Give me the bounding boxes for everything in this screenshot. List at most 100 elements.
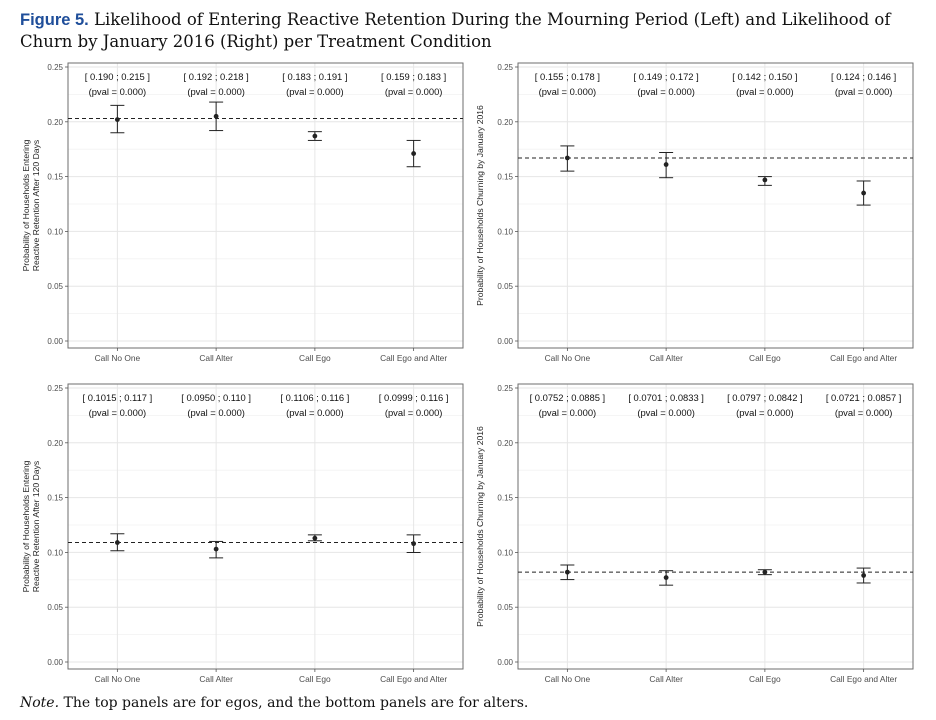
ci-annotation: [ 0.1106 ; 0.116 ]: [280, 392, 349, 403]
panel-border: [517, 62, 914, 349]
ci-annotation: [ 0.0797 ; 0.0842 ]: [727, 392, 803, 403]
data-point: [312, 535, 318, 541]
x-tick-label: Call No One: [95, 674, 141, 684]
pval-annotation: (pval = 0.000): [187, 407, 245, 418]
y-tick-label: 0.00: [47, 658, 63, 667]
pval-annotation: (pval = 0.000): [89, 86, 147, 97]
y-tick-label: 0.15: [497, 494, 513, 503]
pval-annotation: (pval = 0.000): [385, 86, 443, 97]
ci-annotation: [ 0.190 ; 0.215 ]: [85, 71, 150, 82]
y-axis-label: Probability of Households EnteringReacti…: [21, 460, 41, 592]
y-tick-label: 0.20: [497, 439, 513, 448]
plot-area: 0.00 0.05 0.10 0.15 0.20 0.25 Probability of H…: [475, 62, 914, 363]
data-point: [564, 569, 570, 575]
data-point: [213, 546, 219, 552]
ci-annotation: [ 0.149 ; 0.172 ]: [634, 71, 699, 82]
pval-annotation: (pval = 0.000): [637, 86, 695, 97]
ci-annotation: [ 0.0721 ; 0.0857 ]: [826, 392, 902, 403]
y-tick-label: 0.15: [497, 173, 513, 182]
note-text: The top panels are for egos, and the bot…: [63, 695, 529, 711]
y-tick-label: 0.25: [497, 63, 513, 72]
figure-label: Figure 5.: [20, 11, 89, 29]
x-tick-label: Call No One: [95, 353, 141, 363]
y-tick-label: 0.20: [47, 439, 63, 448]
ci-annotation: [ 0.0752 ; 0.0885 ]: [530, 392, 606, 403]
y-tick-label: 0.10: [47, 548, 63, 557]
y-tick-label: 0.25: [497, 384, 513, 393]
data-point: [114, 117, 120, 123]
y-axis-label-line: Probability of Households Entering: [21, 139, 31, 271]
y-axis-label-line: Probability of Households Entering: [21, 460, 31, 592]
y-axis-label: Probability of Households Churning by Ja…: [475, 105, 485, 306]
data-point: [114, 540, 120, 545]
x-tick-label: Call Ego and Alter: [830, 353, 897, 363]
ci-annotation: [ 0.0950 ; 0.110 ]: [181, 392, 251, 403]
y-axis-label-line: Probability of Households Churning by Ja…: [475, 426, 485, 627]
y-tick-label: 0.05: [47, 282, 63, 291]
x-tick-label: Call No One: [545, 353, 591, 363]
pval-annotation: (pval = 0.000): [187, 86, 245, 97]
data-point: [663, 575, 669, 581]
ci-annotation: [ 0.124 ; 0.146 ]: [831, 71, 896, 82]
x-tick-label: Call Alter: [649, 674, 683, 684]
figure-caption: Figure 5. Likelihood of Entering Reactiv…: [20, 9, 920, 52]
y-tick-label: 0.15: [47, 494, 63, 503]
data-point: [213, 113, 219, 119]
data-point: [411, 151, 417, 156]
ci-annotation: [ 0.142 ; 0.150 ]: [732, 71, 797, 82]
note-label: Note.: [20, 695, 60, 711]
data-point: [564, 155, 570, 161]
data-point: [762, 569, 768, 575]
y-tick-label: 0.10: [497, 227, 513, 236]
y-axis-label-line: Probability of Households Churning by Ja…: [475, 105, 485, 306]
y-tick-label: 0.25: [47, 63, 63, 72]
data-point: [861, 573, 867, 578]
ci-annotation: [ 0.0701 ; 0.0833 ]: [628, 392, 704, 403]
y-axis-label-line: Reactive Retention After 120 Days: [31, 461, 41, 592]
y-axis-label: Probability of Households Churning by Ja…: [475, 426, 485, 627]
data-point: [762, 177, 768, 183]
plot-area: 0.00 0.05 0.10 0.15 0.20 0.25 Probability of H…: [21, 383, 464, 684]
y-tick-label: 0.20: [497, 118, 513, 127]
x-tick-label: Call Alter: [649, 353, 683, 363]
panel-border: [67, 383, 464, 670]
data-point: [312, 133, 318, 139]
y-tick-label: 0.05: [497, 282, 513, 291]
ci-annotation: [ 0.155 ; 0.178 ]: [535, 71, 600, 82]
ci-annotation: [ 0.0999 ; 0.116 ]: [379, 392, 449, 403]
chart-top-right: 0.00 0.05 0.10 0.15 0.20 0.25 Probability of H…: [475, 62, 914, 363]
pval-annotation: (pval = 0.000): [539, 86, 597, 97]
x-tick-label: Call Ego: [749, 353, 781, 363]
ci-annotation: [ 0.159 ; 0.183 ]: [381, 71, 446, 82]
pval-annotation: (pval = 0.000): [637, 407, 695, 418]
data-point: [861, 190, 867, 196]
y-tick-label: 0.05: [497, 603, 513, 612]
x-tick-label: Call Ego: [299, 674, 331, 684]
panel-border: [67, 62, 464, 349]
x-tick-label: Call Ego: [749, 674, 781, 684]
pval-annotation: (pval = 0.000): [539, 407, 597, 418]
y-tick-label: 0.10: [47, 227, 63, 236]
chart-bottom-left: 0.00 0.05 0.10 0.15 0.20 0.25 Probability of H…: [21, 383, 464, 684]
pval-annotation: (pval = 0.000): [89, 407, 147, 418]
y-axis-label: Probability of Households EnteringReacti…: [21, 139, 41, 271]
chart-top-left: 0.00 0.05 0.10 0.15 0.20 0.25 Probability of H…: [21, 62, 464, 363]
y-tick-label: 0.00: [497, 658, 513, 667]
y-tick-label: 0.15: [47, 173, 63, 182]
y-tick-label: 0.10: [497, 548, 513, 557]
x-tick-label: Call No One: [545, 674, 591, 684]
panel-border: [517, 383, 914, 670]
data-point: [411, 541, 417, 547]
y-tick-label: 0.00: [47, 337, 63, 346]
x-tick-label: Call Ego: [299, 353, 331, 363]
pval-annotation: (pval = 0.000): [385, 407, 443, 418]
ci-annotation: [ 0.1015 ; 0.117 ]: [83, 392, 153, 403]
x-tick-label: Call Ego and Alter: [380, 674, 447, 684]
y-tick-label: 0.05: [47, 603, 63, 612]
pval-annotation: (pval = 0.000): [835, 407, 893, 418]
pval-annotation: (pval = 0.000): [286, 407, 344, 418]
figure-note: Note. The top panels are for egos, and t…: [20, 695, 920, 711]
plot-area: 0.00 0.05 0.10 0.15 0.20 0.25 Probability of H…: [21, 62, 464, 363]
pval-annotation: (pval = 0.000): [286, 86, 344, 97]
y-tick-label: 0.00: [497, 337, 513, 346]
